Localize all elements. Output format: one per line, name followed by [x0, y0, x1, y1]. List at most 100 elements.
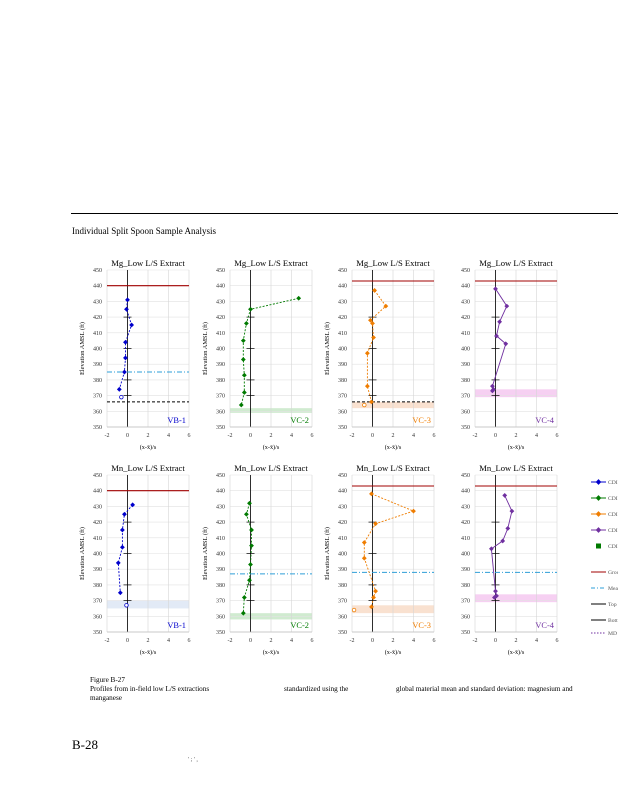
well-id-label: VC-2	[290, 416, 309, 425]
data-point	[248, 306, 253, 312]
y-tick-label: 420	[338, 520, 347, 526]
data-point	[122, 369, 127, 375]
y-axis-label: Elevation AMSL (ft)	[324, 527, 331, 580]
data-point	[504, 303, 510, 309]
x-tick-label: 6	[433, 433, 436, 439]
footer-mark: ' ; ' ,	[188, 757, 198, 763]
data-point	[296, 295, 302, 301]
y-axis-label: Elevation AMSL (ft)	[202, 527, 209, 580]
legend-label: Grou	[608, 570, 618, 576]
data-point	[122, 511, 127, 517]
data-series-line	[490, 495, 513, 598]
data-point	[241, 372, 247, 378]
data-point-hollow	[362, 402, 367, 408]
y-tick-label: 360	[216, 409, 225, 415]
y-tick-label: 360	[461, 409, 470, 415]
x-tick-label: 6	[433, 638, 436, 644]
y-tick-label: 400	[338, 552, 347, 558]
header-rule	[71, 213, 618, 214]
legend-swatch-marker	[596, 543, 601, 549]
y-tick-label: 380	[338, 378, 347, 384]
x-axis-label: (x-x̄)/s	[140, 649, 157, 656]
legend-swatch-marker	[595, 511, 602, 517]
x-tick-label: 0	[494, 433, 497, 439]
y-tick-label: 450	[93, 473, 102, 479]
y-tick-label: 390	[93, 362, 102, 368]
y-tick-label: 370	[461, 599, 470, 605]
y-tick-label: 380	[93, 583, 102, 589]
x-tick-label: 4	[290, 638, 293, 644]
data-series-line	[242, 503, 252, 614]
x-tick-label: 6	[556, 433, 559, 439]
y-tick-label: 350	[338, 630, 347, 636]
x-axis-label: (x-x̄)/s	[508, 444, 525, 451]
y-tick-label: 380	[216, 378, 225, 384]
x-tick-label: 6	[188, 638, 191, 644]
y-tick-label: 370	[93, 394, 102, 400]
y-tick-label: 410	[93, 331, 102, 337]
y-axis-label: Elevation AMSL (ft)	[79, 527, 86, 580]
legend-label: Top	[608, 602, 617, 608]
y-tick-label: 390	[461, 362, 470, 368]
x-tick-label: -2	[350, 638, 355, 644]
data-point	[509, 508, 515, 514]
x-axis-label: (x-x̄)/s	[140, 444, 157, 451]
chart-title: Mn_Low L/S Extract	[111, 463, 185, 473]
data-point	[369, 491, 374, 497]
well-id-label: VC-3	[412, 621, 431, 630]
chart-panel-4: Mg_Low L/S Extract 350 360 370 380 390 400 410 4…	[461, 258, 559, 451]
y-tick-label: 420	[338, 315, 347, 321]
data-point	[125, 297, 130, 303]
well-id-label: VC-2	[290, 621, 309, 630]
chart-panel-8: Mn_Low L/S Extract 350 360 370 380 390 400 410 4…	[461, 463, 559, 656]
x-tick-label: 2	[270, 638, 273, 644]
y-tick-label: 370	[338, 599, 347, 605]
y-tick-label: 440	[93, 489, 102, 495]
y-tick-label: 430	[216, 299, 225, 305]
y-tick-label: 390	[461, 567, 470, 573]
data-point	[505, 525, 511, 531]
x-axis-label: (x-x̄)/s	[508, 649, 525, 656]
y-tick-label: 400	[93, 552, 102, 558]
data-point	[124, 306, 129, 312]
legend-label: CDI	[608, 480, 618, 486]
data-point-hollow	[124, 603, 129, 608]
y-tick-label: 420	[461, 315, 470, 321]
data-point	[373, 588, 378, 594]
x-tick-label: -2	[228, 638, 233, 644]
data-point-hollow	[119, 394, 124, 400]
well-id-label: VC-4	[535, 416, 554, 425]
figure-caption: Figure B-27 Profiles from in-field low L…	[90, 676, 590, 702]
y-tick-label: 350	[216, 630, 225, 636]
chart-panel-2: Mg_Low L/S Extract 350 360 370 380 390 400 410 4…	[202, 258, 314, 451]
legend-label: CDI	[608, 512, 618, 518]
chart-title: Mg_Low L/S Extract	[111, 258, 185, 268]
y-tick-label: 410	[461, 331, 470, 337]
y-tick-label: 350	[216, 425, 225, 431]
y-tick-label: 410	[216, 536, 225, 542]
x-tick-label: 2	[515, 638, 518, 644]
x-tick-label: 0	[494, 638, 497, 644]
y-tick-label: 390	[93, 567, 102, 573]
y-tick-label: 430	[216, 504, 225, 510]
data-point	[238, 402, 244, 408]
y-tick-label: 430	[93, 504, 102, 510]
caption-part-1: Profiles from in-field low L/S extractio…	[90, 685, 210, 693]
x-tick-label: 4	[167, 433, 170, 439]
chart-title: Mg_Low L/S Extract	[356, 258, 430, 268]
y-tick-label: 400	[216, 347, 225, 353]
legend-swatch-marker	[595, 479, 602, 485]
data-point	[370, 320, 375, 326]
y-tick-label: 430	[461, 504, 470, 510]
data-point	[241, 595, 247, 600]
x-tick-label: 4	[167, 638, 170, 644]
y-tick-label: 360	[338, 614, 347, 620]
y-tick-label: 370	[93, 599, 102, 605]
y-tick-label: 350	[93, 630, 102, 636]
x-tick-label: 6	[311, 638, 314, 644]
x-tick-label: 4	[290, 433, 293, 439]
y-tick-label: 380	[216, 583, 225, 589]
y-tick-label: 370	[216, 599, 225, 605]
legend-label: CDI	[608, 528, 618, 534]
figure-number: Figure B-27	[90, 676, 125, 684]
